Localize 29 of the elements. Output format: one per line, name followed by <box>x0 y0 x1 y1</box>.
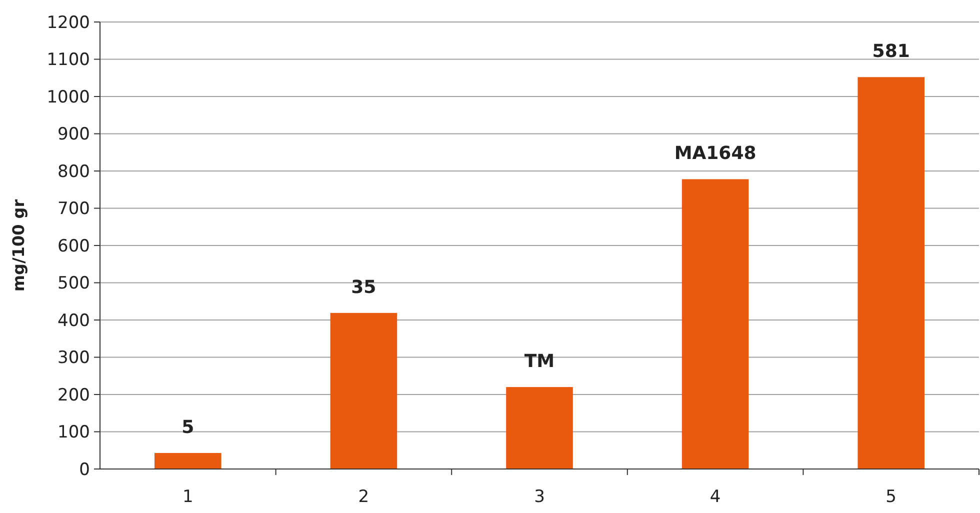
bar <box>682 179 749 469</box>
x-tick-label: 4 <box>710 487 721 507</box>
y-tick-label: 0 <box>79 460 90 480</box>
y-tick-label: 400 <box>58 310 90 331</box>
y-tick-label: 100 <box>58 422 90 443</box>
y-tick-label: 1100 <box>46 50 90 70</box>
bar <box>506 387 573 469</box>
y-tick-label: 300 <box>58 348 90 368</box>
x-tick-label: 3 <box>534 487 545 507</box>
x-tick-label: 2 <box>358 487 370 507</box>
annotation: 35 <box>351 276 376 298</box>
y-tick-label: 200 <box>58 385 90 406</box>
annotation: 5 <box>182 416 194 438</box>
y-tick-label: 800 <box>58 162 90 182</box>
y-tick-label: 500 <box>58 274 90 294</box>
annotation: MA1648 <box>674 143 756 164</box>
bar <box>858 77 924 469</box>
annotation: 581 <box>872 41 910 62</box>
y-tick-label: 700 <box>58 199 90 220</box>
bar <box>154 452 222 469</box>
x-tick-label: 1 <box>182 487 194 507</box>
bar <box>330 312 398 469</box>
y-axis-title: mg/100 gr <box>9 199 28 292</box>
x-tick-label: 5 <box>886 487 897 507</box>
y-tick-label: 1200 <box>46 12 90 33</box>
y-tick-label: 900 <box>58 124 90 145</box>
y-tick-label: 1000 <box>46 87 90 108</box>
y-tick-label: 600 <box>58 236 90 256</box>
annotation: TM <box>524 351 555 372</box>
